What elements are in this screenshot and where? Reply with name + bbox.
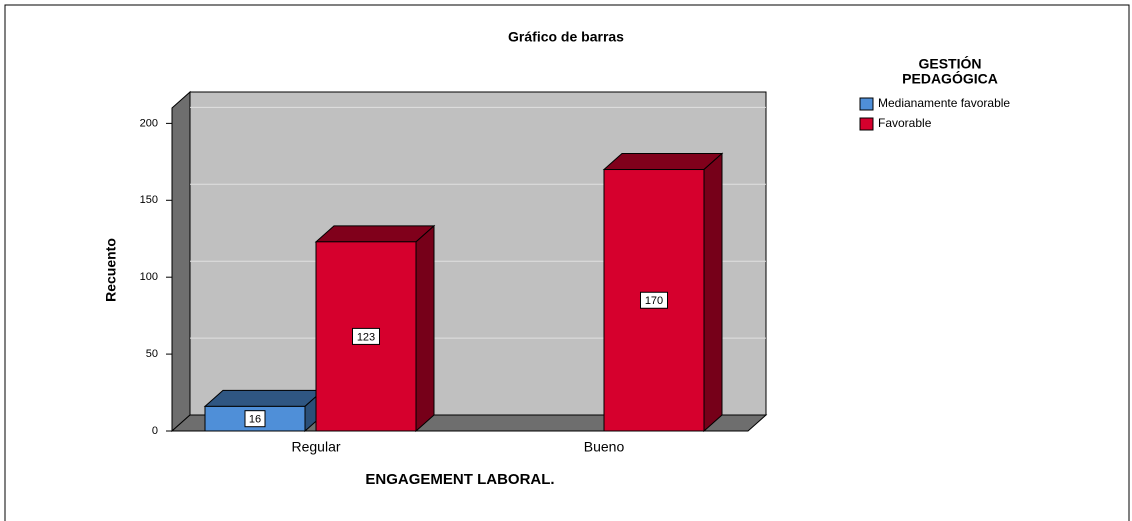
- bar-top: [314, 225, 436, 243]
- value-label: 123: [357, 331, 375, 343]
- bar-side: [415, 224, 435, 433]
- bar-side: [703, 152, 723, 433]
- y-tick-label: 0: [152, 425, 158, 437]
- chart-title: Gráfico de barras: [508, 29, 624, 45]
- legend-title: PEDAGÓGICA: [902, 70, 998, 87]
- bar-top: [602, 153, 724, 171]
- value-label-box: [244, 410, 266, 428]
- x-axis-title: ENGAGEMENT LABORAL.: [365, 471, 554, 488]
- legend-title: GESTIÓN: [918, 55, 981, 72]
- y-tick-label: 50: [146, 348, 158, 360]
- bar-top: [203, 389, 325, 407]
- side-wall: [171, 90, 191, 433]
- y-tick-label: 100: [140, 271, 158, 283]
- frame: [4, 4, 1130, 521]
- legend-swatch: [859, 97, 874, 111]
- value-label: 170: [645, 295, 663, 307]
- value-label: 16: [249, 414, 261, 426]
- y-axis-title: Recuento: [103, 238, 119, 302]
- x-tick-label: Regular: [291, 439, 340, 455]
- legend-label: Medianamente favorable: [878, 96, 1010, 110]
- value-label-box: [640, 291, 668, 309]
- legend-label: Favorable: [878, 116, 932, 130]
- y-tick-label: 150: [140, 194, 158, 206]
- legend-swatch: [859, 117, 874, 131]
- value-label-box: [352, 327, 380, 345]
- y-tick-label: 200: [140, 117, 158, 129]
- x-tick-label: Bueno: [584, 439, 625, 455]
